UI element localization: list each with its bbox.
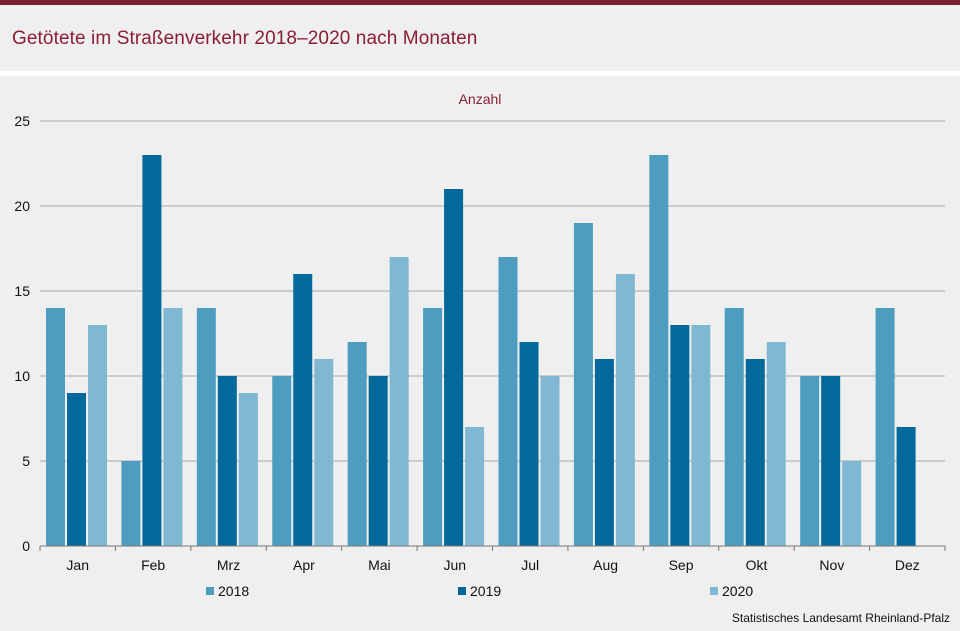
bar-2018-feb: [121, 461, 141, 546]
source-credit: Statistisches Landesamt Rheinland-Pfalz: [731, 611, 950, 625]
bar-2020-sep: [691, 325, 711, 546]
y-tick-label: 15: [14, 283, 30, 299]
legend-swatch-2019: [458, 587, 466, 595]
bar-2019-jan: [67, 393, 86, 546]
x-tick-label: Mai: [368, 557, 391, 573]
bar-2018-jul: [498, 257, 518, 546]
bar-2019-sep: [670, 325, 690, 546]
legend-swatch-2018: [206, 587, 214, 595]
bar-2018-apr: [272, 376, 292, 546]
bar-2020-jul: [540, 376, 560, 546]
x-tick-label: Mrz: [217, 557, 240, 573]
bar-2018-jun: [423, 308, 443, 546]
legend-label-2020: 2020: [722, 583, 753, 599]
bar-2019-feb: [142, 155, 162, 546]
x-tick-label: Jun: [444, 557, 467, 573]
legend-label-2018: 2018: [218, 583, 249, 599]
top-accent-rule: [0, 0, 960, 5]
bar-2020-feb: [163, 308, 183, 546]
x-tick-label: Jan: [66, 557, 89, 573]
unit-label: Anzahl: [459, 91, 502, 107]
header-divider: [0, 71, 960, 76]
bar-2018-mai: [347, 342, 367, 546]
chart-title: Getötete im Straßenverkehr 2018–2020 nac…: [12, 28, 478, 49]
bar-2020-jan: [88, 325, 107, 546]
y-tick-label: 20: [14, 198, 30, 214]
x-tick-label: Nov: [819, 557, 844, 573]
bar-2020-okt: [766, 342, 786, 546]
legend-swatch-2020: [710, 587, 718, 595]
bar-2018-aug: [573, 223, 593, 546]
x-tick-label: Sep: [669, 557, 694, 573]
y-tick-label: 25: [14, 113, 30, 129]
bar-2019-apr: [293, 274, 313, 546]
bar-2019-jul: [519, 342, 539, 546]
bar-2018-sep: [649, 155, 669, 546]
y-tick-label: 0: [22, 538, 30, 554]
bar-2018-dez: [875, 308, 895, 546]
bar-2018-okt: [724, 308, 744, 546]
x-tick-label: Aug: [593, 557, 618, 573]
bar-2019-mai: [368, 376, 388, 546]
bar-2019-okt: [745, 359, 765, 546]
x-tick-label: Jul: [521, 557, 539, 573]
bar-2019-mrz: [217, 376, 237, 546]
bar-2019-nov: [821, 376, 841, 546]
y-tick-label: 10: [14, 368, 30, 384]
x-tick-label: Dez: [895, 557, 920, 573]
legend-label-2019: 2019: [470, 583, 501, 599]
bar-2020-mrz: [238, 393, 258, 546]
x-tick-label: Feb: [141, 557, 165, 573]
x-tick-label: Apr: [293, 557, 315, 573]
bar-2020-jun: [465, 427, 485, 546]
bar-2018-nov: [800, 376, 820, 546]
bar-2019-jun: [444, 189, 464, 546]
bar-2020-nov: [842, 461, 862, 546]
y-tick-label: 5: [22, 453, 30, 469]
bar-2020-mai: [389, 257, 409, 546]
bar-2018-mrz: [196, 308, 216, 546]
bar-2020-apr: [314, 359, 334, 546]
x-tick-label: Okt: [746, 557, 768, 573]
bar-2019-dez: [896, 427, 916, 546]
bar-2019-aug: [594, 359, 614, 546]
bar-2018-jan: [46, 308, 65, 546]
bar-2020-aug: [615, 274, 635, 546]
